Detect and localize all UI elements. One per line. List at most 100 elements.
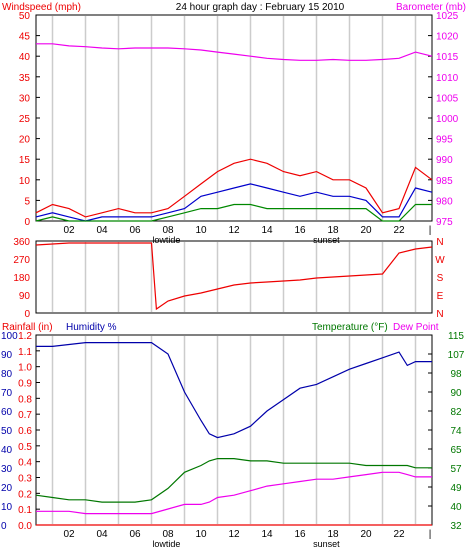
- rainfall-axis-label: Rainfall (in): [2, 322, 53, 333]
- humidity-panel-frame: [35, 334, 433, 526]
- y-tick-label-temp: 74: [450, 426, 462, 437]
- y-tick-label-left: 90: [19, 291, 31, 302]
- y-tick-label-humidity: 80: [1, 369, 13, 380]
- y-tick-label-left: 20: [19, 135, 31, 146]
- x-tick-label: 18: [327, 529, 339, 540]
- y-tick-label-left: 30: [19, 93, 31, 104]
- y-tick-label-left: 40: [19, 52, 31, 63]
- y-tick-label-left: 15: [19, 155, 31, 166]
- x-tick-label: 06: [129, 529, 141, 540]
- y-tick-label-left: 0: [24, 217, 30, 228]
- y-tick-label-rain: 0.4: [18, 458, 32, 469]
- y-tick-label-right: 990: [436, 155, 453, 166]
- direction-panel-frame: [35, 240, 433, 314]
- y-tick-label-compass: S: [437, 273, 444, 284]
- x-tick-label: 08: [162, 529, 174, 540]
- y-tick-label-left: 25: [19, 114, 31, 125]
- series-line-low: [35, 203, 432, 222]
- y-tick-label-right: 1010: [436, 73, 459, 84]
- y-tick-label-rain: 0.9: [18, 379, 32, 390]
- y-tick-label-humidity: 20: [1, 483, 13, 494]
- x-tick-label: 22: [393, 225, 405, 236]
- x-tick-label: 12: [228, 529, 240, 540]
- y-tick-label-humidity: 60: [1, 407, 13, 418]
- x-event-label: sunset: [313, 539, 340, 549]
- y-tick-label-compass: W: [435, 255, 445, 266]
- y-tick-label-temp: 107: [448, 350, 465, 361]
- y-tick-label-right: 1020: [436, 32, 459, 43]
- y-tick-label-rain: 0.5: [18, 442, 32, 453]
- y-tick-label-humidity: 50: [1, 426, 13, 437]
- x-tick-label: 10: [195, 529, 207, 540]
- y-tick-label-humidity: 40: [1, 445, 13, 456]
- x-tick-label: 20: [360, 225, 372, 236]
- y-tick-label-temp: 49: [450, 483, 462, 494]
- x-tick-label: 04: [96, 529, 108, 540]
- y-tick-label-compass: N: [436, 309, 443, 320]
- y-tick-label-left: 270: [13, 255, 30, 266]
- y-tick-label-rain: 0.2: [18, 489, 32, 500]
- barometer-axis-label: Barometer (mb): [396, 2, 466, 13]
- dewpoint-axis-label: Dew Point: [393, 322, 439, 333]
- x-tick-label: 22: [393, 529, 405, 540]
- series-line-hum: [36, 342, 432, 439]
- x-tick-label: 20: [360, 529, 372, 540]
- graph-title: 24 hour graph day : February 15 2010: [176, 2, 345, 13]
- y-tick-label-temp: 90: [450, 388, 462, 399]
- y-tick-label-left: 50: [19, 11, 31, 22]
- x-tick-label: 18: [327, 225, 339, 236]
- y-tick-label-rain: 1.2: [18, 331, 32, 342]
- y-tick-label-right: 1025: [436, 11, 459, 22]
- y-tick-label-humidity: 70: [1, 388, 13, 399]
- y-tick-label-right: 985: [436, 176, 453, 187]
- y-tick-label-left: 360: [13, 237, 30, 248]
- x-tick-label: 04: [96, 225, 108, 236]
- y-tick-label-right: 995: [436, 135, 453, 146]
- y-tick-label-left: 180: [13, 273, 30, 284]
- y-tick-label-humidity: 0: [1, 521, 7, 532]
- y-tick-label-rain: 1.0: [18, 363, 32, 374]
- x-event-label: sunset: [313, 235, 340, 245]
- y-tick-label-rain: 0.3: [18, 474, 32, 485]
- y-tick-label-right: 1005: [436, 93, 459, 104]
- x-event-label: lowtide: [152, 235, 180, 245]
- y-tick-label-right: 980: [436, 196, 453, 207]
- x-tick-label: 16: [294, 529, 306, 540]
- series-line-gust: [35, 158, 433, 218]
- y-tick-label-compass: N: [436, 237, 443, 248]
- series-line-temp: [35, 458, 432, 503]
- temperature-axis-label: Temperature (°F): [312, 322, 388, 333]
- x-tick-label: 10: [195, 225, 207, 236]
- y-tick-label-right: 1015: [436, 52, 459, 63]
- series-line-avg: [35, 183, 433, 222]
- humidity-axis-label: Humidity %: [66, 322, 117, 333]
- y-tick-label-right: 1000: [436, 114, 459, 125]
- series-line-dew: [36, 471, 432, 515]
- wind-panel-frame: [35, 14, 433, 222]
- x-tick-end: |: [429, 225, 432, 236]
- y-tick-label-rain: 0.6: [18, 426, 32, 437]
- y-tick-label-rain: 0.7: [18, 410, 32, 421]
- x-tick-label: 12: [228, 225, 240, 236]
- y-tick-label-humidity: 30: [1, 464, 13, 475]
- y-tick-label-humidity: 90: [1, 350, 13, 361]
- x-tick-label: 08: [162, 225, 174, 236]
- y-tick-label-humidity: 100: [1, 331, 18, 342]
- y-tick-label-humidity: 10: [1, 502, 13, 513]
- y-tick-label-right: 975: [436, 217, 453, 228]
- x-tick-end: |: [429, 529, 432, 540]
- y-tick-label-temp: 98: [450, 369, 462, 380]
- y-tick-label-temp: 40: [450, 502, 462, 513]
- series-line-dir: [35, 242, 433, 311]
- x-tick-label: 02: [63, 529, 75, 540]
- y-tick-label-left: 45: [19, 32, 31, 43]
- y-tick-label-left: 5: [24, 196, 30, 207]
- y-tick-label-left: 35: [19, 73, 31, 84]
- y-tick-label-temp: 57: [450, 464, 462, 475]
- y-tick-label-temp: 32: [450, 521, 462, 532]
- x-tick-label: 02: [63, 225, 75, 236]
- x-event-label: lowtide: [152, 539, 180, 549]
- y-tick-label-rain: 1.1: [18, 347, 32, 358]
- windspeed-axis-label: Windspeed (mph): [2, 2, 81, 13]
